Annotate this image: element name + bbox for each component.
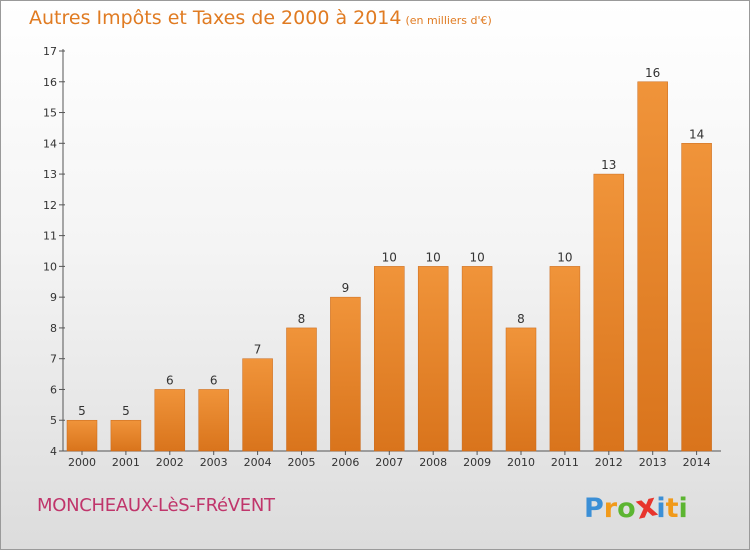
data-labels: 5 5 6 6 7 8 9 10 10 10 8 10 13 16 14	[78, 66, 704, 418]
bar	[374, 266, 405, 451]
y-tick-label: 14	[43, 137, 57, 150]
x-tick-label: 2008	[419, 456, 447, 469]
bar	[154, 389, 185, 451]
logo-letter: o	[617, 493, 636, 524]
data-label: 6	[166, 373, 174, 387]
x-axis: 2000 2001 2002 2003 2004 2005 2006 2007 2008 2009…	[68, 451, 711, 469]
bar	[637, 81, 668, 452]
bar	[286, 327, 317, 451]
data-label: 8	[298, 312, 306, 326]
y-tick-label: 12	[43, 199, 57, 212]
bar	[198, 389, 229, 451]
logo-letter: t	[665, 493, 679, 524]
x-tick-label: 2006	[331, 456, 359, 469]
proxiti-logo: Proxiti	[584, 485, 688, 527]
bar	[67, 420, 97, 451]
bar	[593, 174, 624, 452]
data-label: 10	[382, 250, 397, 264]
x-tick-label: 2014	[683, 456, 711, 469]
x-tick-label: 2004	[244, 456, 272, 469]
y-tick-label: 11	[43, 230, 57, 243]
x-tick-label: 2000	[68, 456, 96, 469]
y-tick-label: 7	[50, 353, 57, 366]
data-label: 10	[426, 250, 441, 264]
data-label: 13	[601, 158, 616, 172]
x-tick-label: 2005	[288, 456, 316, 469]
x-tick-label: 2013	[639, 456, 667, 469]
data-label: 10	[469, 250, 484, 264]
y-tick-label: 13	[43, 168, 57, 181]
y-tick-label: 5	[50, 414, 57, 427]
data-label: 16	[645, 66, 660, 80]
data-label: 7	[254, 343, 262, 357]
x-tick-label: 2011	[551, 456, 579, 469]
data-label: 14	[689, 127, 704, 141]
data-label: 9	[342, 281, 350, 295]
bar	[549, 266, 580, 451]
logo-letter: x	[631, 485, 661, 527]
bar	[506, 327, 536, 451]
y-tick-label: 17	[43, 45, 57, 58]
chart-subtitle: (en milliers d'€)	[405, 14, 492, 27]
bar	[242, 358, 273, 451]
x-tick-label: 2010	[507, 456, 535, 469]
y-tick-label: 6	[50, 383, 57, 396]
x-tick-label: 2003	[200, 456, 228, 469]
data-label: 10	[557, 250, 572, 264]
y-tick-label: 15	[43, 107, 57, 120]
logo-letter: r	[603, 493, 618, 524]
y-tick-label: 4	[50, 445, 57, 458]
logo-letter: P	[584, 493, 604, 524]
bar	[462, 266, 493, 451]
data-label: 6	[210, 373, 218, 387]
data-label: 5	[78, 404, 86, 418]
bar	[681, 143, 712, 452]
logo-letter: i	[678, 493, 688, 524]
x-tick-label: 2012	[595, 456, 623, 469]
data-label: 5	[122, 404, 130, 418]
bars	[66, 81, 712, 452]
y-tick-label: 8	[50, 322, 57, 335]
data-label: 8	[517, 312, 525, 326]
chart-title: Autres Impôts et Taxes de 2000 à 2014 (en…	[29, 7, 492, 29]
y-tick-label: 10	[43, 260, 57, 273]
x-tick-label: 2001	[112, 456, 140, 469]
x-tick-label: 2002	[156, 456, 184, 469]
bar	[418, 266, 449, 451]
bar	[330, 297, 361, 451]
x-tick-label: 2009	[463, 456, 491, 469]
logo-letter: i	[656, 493, 666, 524]
chart-title-text: Autres Impôts et Taxes de 2000 à 2014	[29, 7, 402, 29]
y-tick-label: 9	[50, 291, 57, 304]
y-tick-label: 16	[43, 76, 57, 89]
bar	[110, 420, 141, 451]
commune-name: MONCHEAUX-LèS-FRéVENT	[37, 495, 275, 516]
x-tick-label: 2007	[375, 456, 403, 469]
